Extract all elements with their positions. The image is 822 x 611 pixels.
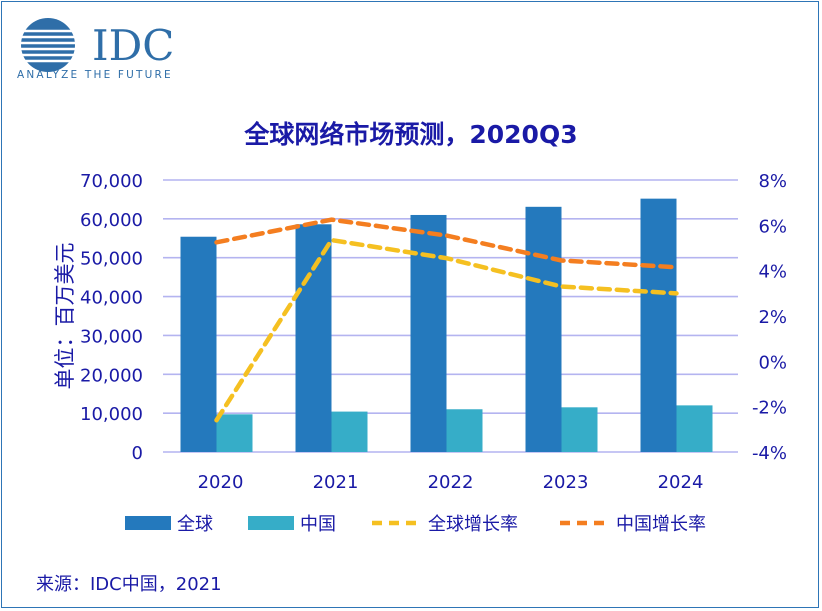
- x-tick-label: 2021: [313, 472, 359, 493]
- legend-swatch: [248, 516, 294, 530]
- bar-global: [640, 198, 677, 452]
- bar-china: [446, 409, 483, 452]
- y-axis-label: 单位：百万美元: [53, 243, 77, 390]
- bar-global: [180, 236, 217, 452]
- x-tick-label: 2020: [198, 472, 244, 493]
- legend-label: 中国: [300, 514, 336, 535]
- bar-china: [561, 407, 598, 452]
- y2-tick-label: 2%: [758, 307, 787, 328]
- y2-tick-label: 6%: [758, 216, 787, 237]
- bar-global: [295, 224, 332, 452]
- y-tick-label: 50,000: [80, 249, 143, 270]
- logo-text: IDC: [92, 21, 174, 70]
- x-tick-label: 2023: [543, 472, 589, 493]
- y2-tick-label: 0%: [758, 352, 787, 373]
- y-tick-label: 70,000: [80, 171, 143, 192]
- y2-tick-label: 4%: [758, 262, 787, 283]
- chart-title: 全球网络市场预测，2020Q3: [243, 120, 577, 149]
- legend-swatch: [125, 516, 171, 530]
- y-tick-label: 40,000: [80, 288, 143, 309]
- y2-tick-label: -2%: [752, 398, 787, 419]
- bar-china: [676, 405, 713, 452]
- legend-label: 全球: [177, 514, 213, 535]
- bar-china: [331, 411, 368, 452]
- y2-tick-label: -4%: [752, 443, 787, 464]
- y-tick-label: 30,000: [80, 326, 143, 347]
- legend-label: 中国增长率: [616, 514, 706, 535]
- y2-tick-label: 8%: [758, 171, 787, 192]
- bar-china: [216, 414, 253, 452]
- y-tick-label: 10,000: [80, 404, 143, 425]
- logo-tagline: ANALYZE THE FUTURE: [17, 69, 173, 81]
- bar-global: [525, 206, 562, 452]
- legend: 全球 中国 全球增长率 中国增长率: [125, 514, 706, 535]
- y-tick-label: 0: [132, 443, 143, 464]
- source-note: 来源：IDC中国，2021: [36, 574, 222, 595]
- y-tick-label: 20,000: [80, 365, 143, 386]
- legend-label: 全球增长率: [428, 514, 518, 535]
- idc-logo: IDC ANALYZE THE FUTURE: [17, 18, 174, 81]
- bar-global: [410, 214, 447, 452]
- x-tick-label: 2022: [428, 472, 474, 493]
- y-tick-label: 60,000: [80, 210, 143, 231]
- x-tick-label: 2024: [658, 472, 704, 493]
